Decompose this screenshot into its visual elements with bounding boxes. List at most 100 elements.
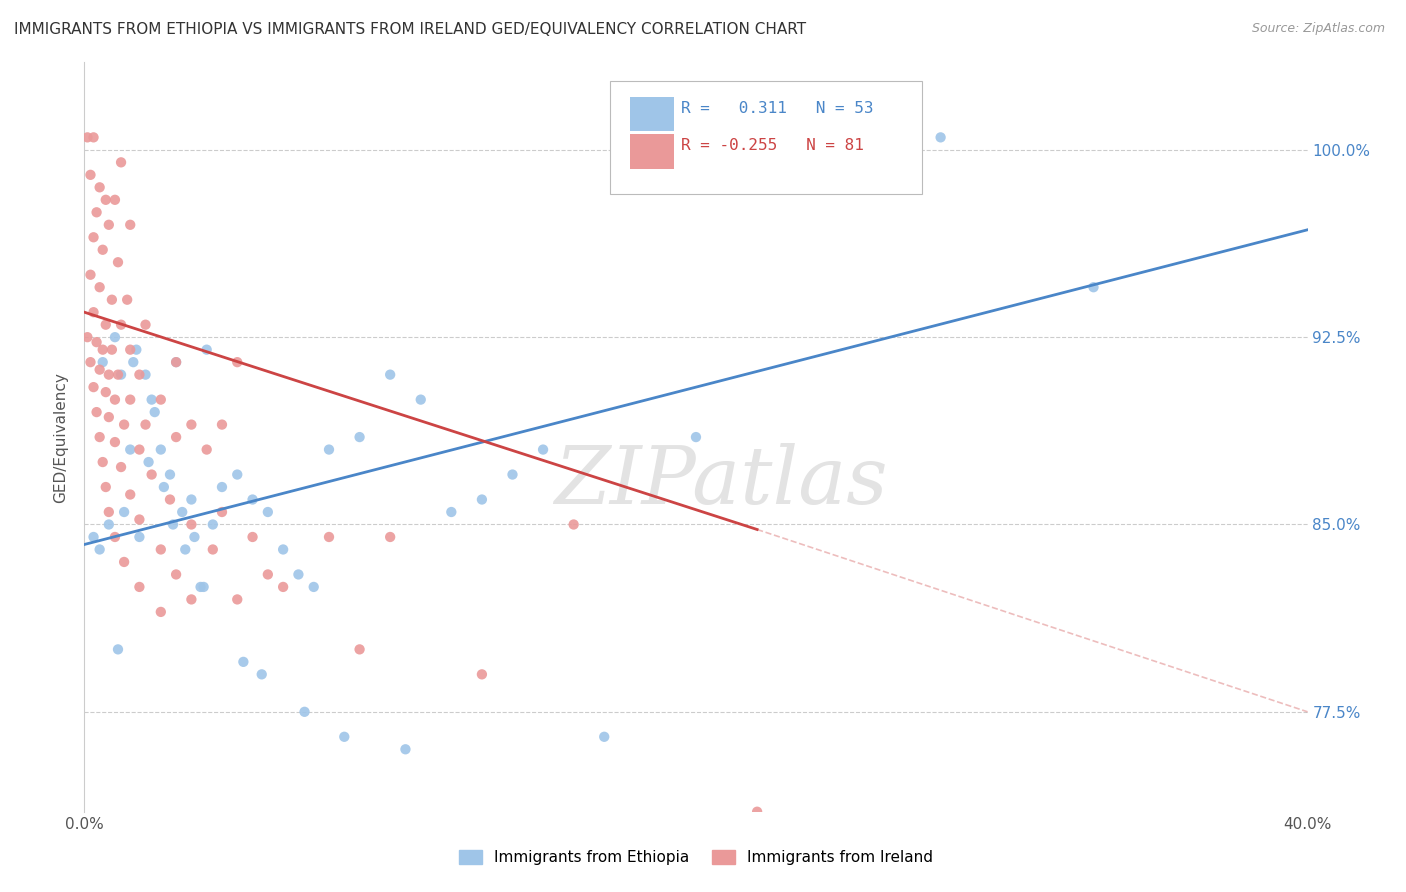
- Point: [91, 343, 114, 357]
- Point: [89, 430, 111, 444]
- Point: [97, 410, 120, 425]
- Point: [91, 455, 114, 469]
- Point: [110, 155, 132, 169]
- Point: [135, 417, 157, 432]
- Point: [271, 580, 294, 594]
- FancyBboxPatch shape: [630, 97, 673, 131]
- Point: [86, 335, 108, 350]
- Point: [380, 368, 402, 382]
- Point: [165, 430, 187, 444]
- Point: [104, 530, 127, 544]
- Point: [174, 542, 197, 557]
- Point: [190, 580, 212, 594]
- Point: [180, 492, 202, 507]
- Point: [226, 592, 249, 607]
- Point: [159, 467, 181, 482]
- Point: [107, 255, 129, 269]
- Point: [104, 330, 127, 344]
- Point: [232, 655, 254, 669]
- Point: [104, 193, 127, 207]
- Text: R = -0.255   N = 81: R = -0.255 N = 81: [682, 138, 865, 153]
- Point: [89, 280, 111, 294]
- Y-axis label: GED/Equivalency: GED/Equivalency: [53, 372, 69, 502]
- Point: [128, 580, 150, 594]
- Point: [380, 530, 402, 544]
- Point: [294, 705, 316, 719]
- Point: [112, 555, 135, 569]
- Point: [76, 330, 98, 344]
- Point: [79, 268, 101, 282]
- Point: [394, 742, 416, 756]
- Point: [250, 667, 273, 681]
- Point: [120, 343, 142, 357]
- Point: [149, 442, 172, 457]
- Point: [153, 480, 176, 494]
- Point: [257, 505, 280, 519]
- Point: [211, 505, 233, 519]
- Point: [201, 542, 224, 557]
- Point: [122, 355, 145, 369]
- Point: [86, 405, 108, 419]
- Point: [83, 380, 105, 394]
- Point: [257, 567, 280, 582]
- Point: [83, 130, 105, 145]
- Point: [747, 805, 769, 819]
- Point: [128, 530, 150, 544]
- Point: [318, 530, 340, 544]
- Point: [195, 343, 218, 357]
- Point: [562, 517, 585, 532]
- Point: [165, 567, 187, 582]
- Point: [128, 442, 150, 457]
- Point: [349, 430, 371, 444]
- Point: [242, 492, 264, 507]
- Point: [94, 318, 117, 332]
- Point: [180, 592, 202, 607]
- Point: [271, 542, 294, 557]
- Point: [89, 362, 111, 376]
- Point: [159, 492, 181, 507]
- Point: [97, 517, 120, 532]
- Point: [333, 730, 356, 744]
- FancyBboxPatch shape: [630, 135, 673, 169]
- Point: [104, 435, 127, 450]
- Point: [302, 580, 325, 594]
- Point: [83, 305, 105, 319]
- Point: [685, 430, 707, 444]
- Point: [94, 480, 117, 494]
- Point: [120, 218, 142, 232]
- Point: [149, 392, 172, 407]
- Point: [172, 505, 194, 519]
- Point: [593, 730, 616, 744]
- Point: [141, 467, 163, 482]
- Point: [180, 517, 202, 532]
- Point: [83, 530, 105, 544]
- Point: [89, 542, 111, 557]
- Point: [195, 442, 218, 457]
- Point: [143, 405, 166, 419]
- Point: [107, 368, 129, 382]
- Point: [79, 355, 101, 369]
- Point: [287, 567, 309, 582]
- Point: [94, 193, 117, 207]
- Point: [91, 355, 114, 369]
- Point: [104, 392, 127, 407]
- Point: [226, 355, 249, 369]
- Point: [349, 642, 371, 657]
- Point: [135, 368, 157, 382]
- Point: [471, 492, 494, 507]
- Point: [107, 642, 129, 657]
- Point: [97, 218, 120, 232]
- Point: [97, 505, 120, 519]
- Point: [128, 368, 150, 382]
- Point: [135, 318, 157, 332]
- Point: [101, 343, 124, 357]
- Text: Source: ZipAtlas.com: Source: ZipAtlas.com: [1251, 22, 1385, 36]
- Point: [193, 580, 215, 594]
- Point: [162, 517, 184, 532]
- Point: [531, 442, 554, 457]
- Point: [110, 368, 132, 382]
- Point: [440, 505, 463, 519]
- Point: [112, 417, 135, 432]
- Point: [165, 355, 187, 369]
- Point: [149, 605, 172, 619]
